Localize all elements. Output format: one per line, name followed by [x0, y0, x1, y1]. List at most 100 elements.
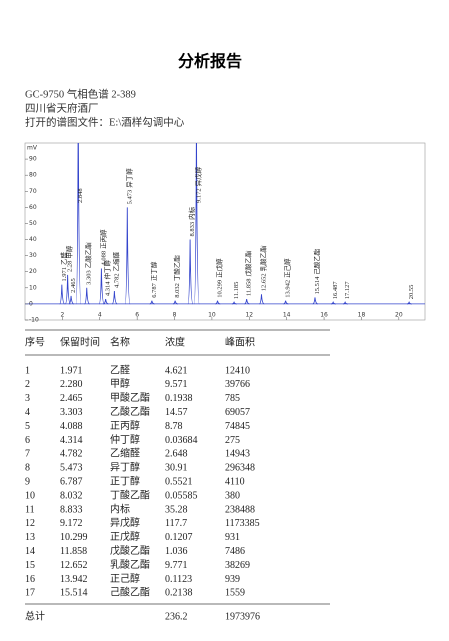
- peak-name: 甲醇: [65, 245, 74, 259]
- table-cell: 甲酸乙酯: [110, 391, 150, 404]
- peak-name: 正丁醇: [149, 261, 158, 281]
- peak-label: 17.127: [345, 281, 352, 300]
- table-cell: 0.1123: [165, 574, 192, 585]
- peak-name: 乙酸乙酯: [84, 242, 93, 269]
- peak: [342, 301, 348, 305]
- y-axis-label: mV: [27, 145, 38, 152]
- table-cell: 13.942: [60, 574, 88, 585]
- x-tick-label: 16: [320, 312, 328, 319]
- x-tick-label: 4: [98, 312, 102, 319]
- table-cell: 38269: [225, 560, 250, 571]
- table-cell: 17: [25, 588, 35, 599]
- peak: [124, 207, 131, 305]
- table-cell: 117.7: [165, 518, 187, 529]
- peak-time: 1.971: [61, 267, 68, 282]
- peak: [231, 301, 237, 305]
- y-tick-label: 20: [29, 268, 37, 275]
- peak-time: 11.185: [234, 282, 241, 300]
- table-total-cell: 236.2: [165, 611, 188, 622]
- peak-label: 11.185: [234, 282, 241, 300]
- peak-label: 2.848: [78, 188, 85, 203]
- table-cell: 3: [25, 393, 30, 404]
- table-cell: 己酸乙酯: [110, 586, 150, 599]
- x-tick-label: 8: [173, 312, 177, 319]
- table-cell: 12: [25, 518, 35, 529]
- peak: [84, 287, 90, 305]
- peak-time: 2.465: [71, 278, 78, 293]
- peak-time: 4.088: [101, 251, 108, 266]
- peak-label: 4.782 乙缩醛: [112, 251, 121, 288]
- y-tick-label: 90: [29, 156, 37, 163]
- peak-time: 6.787: [151, 282, 158, 297]
- peak: [259, 294, 265, 305]
- peak-name: 内标: [188, 206, 197, 220]
- table-cell: 9.571: [165, 379, 188, 390]
- y-tick-label: 0: [29, 300, 33, 307]
- table-cell: 1173385: [225, 518, 260, 529]
- peak-time: 17.127: [345, 281, 352, 300]
- x-tick-label: 14: [283, 312, 291, 319]
- peak-name: 戊酸乙酯: [244, 250, 253, 277]
- peak-label: 13.942 正己醇: [283, 258, 292, 298]
- peak-name: 丁酸乙酯: [173, 255, 182, 282]
- table-cell: 正丁醇: [110, 474, 140, 487]
- peak-time: 2.28: [67, 261, 74, 272]
- table-cell: 9.771: [165, 560, 188, 571]
- table-cell: 7: [25, 449, 30, 460]
- peak-label: 11.858戊酸乙酯: [244, 250, 253, 296]
- y-tick-label: 80: [29, 172, 37, 179]
- peak-name: 异戊醇: [194, 166, 203, 186]
- table-cell: 931: [225, 532, 240, 543]
- table-cell: 10: [25, 490, 35, 501]
- peak-time: 8.833: [190, 222, 197, 237]
- peak-label: 4.088 正丙醇: [99, 229, 108, 266]
- table-cell: 6.787: [60, 476, 83, 487]
- table-cell: 0.2138: [165, 588, 193, 599]
- table-cell: 12410: [225, 365, 250, 376]
- table-cell: 内标: [110, 502, 130, 515]
- plot-area: [25, 143, 425, 305]
- peak-name: 己酸乙酯: [312, 248, 321, 275]
- table-cell: 乳酸乙酯: [110, 558, 150, 571]
- peak-label: 10.299 正戊醇: [215, 258, 224, 298]
- table-cell: 39766: [225, 379, 250, 390]
- header-line: GC-9750 气相色谱 2-389: [25, 87, 136, 100]
- peak-name: 乙醛: [59, 251, 68, 265]
- peak-name: 正戊醇: [215, 258, 224, 278]
- table-cell: 仲丁醇: [110, 433, 140, 446]
- table-cell: 4: [25, 407, 30, 418]
- peak-name: 乙缩醛: [112, 251, 121, 271]
- table-cell: 69057: [225, 407, 250, 418]
- table-cell: 乙酸乙酯: [110, 405, 150, 418]
- y-tick-label: 30: [29, 252, 37, 259]
- table-cell: 8: [25, 463, 30, 474]
- peak-time: 4.314: [105, 281, 112, 296]
- peak-label: 20.55: [409, 285, 416, 300]
- table-header-cell: 序号: [25, 335, 45, 348]
- table-cell: 4.621: [165, 365, 188, 376]
- table-cell: 15: [25, 560, 35, 571]
- peak-label: 6.787正丁醇: [149, 261, 158, 298]
- peak: [98, 268, 105, 305]
- peak: [406, 301, 412, 305]
- table-cell: 35.28: [165, 504, 188, 515]
- report-title: 分析报告: [178, 52, 242, 71]
- peak-name: 异丁醇: [125, 168, 134, 188]
- table-cell: 13: [25, 532, 35, 543]
- peak-name: 正丙醇: [99, 229, 108, 249]
- table-cell: 异戊醇: [110, 516, 140, 529]
- peak-label: 12.652乳酸乙酯: [259, 245, 268, 291]
- table-cell: 2.280: [60, 379, 83, 390]
- x-tick-label: 6: [135, 312, 139, 319]
- peak-label: 2.465: [71, 278, 78, 293]
- y-tick-label: 70: [29, 188, 37, 195]
- table-cell: 5.473: [60, 463, 83, 474]
- table-cell: 丁酸乙酯: [110, 488, 150, 501]
- peak-label: 8.032丁酸乙酯: [173, 255, 182, 298]
- peak-label: 8.833 内标: [188, 206, 197, 236]
- peak: [75, 143, 82, 305]
- y-tick-label: 10: [29, 284, 37, 291]
- y-tick-label: 60: [29, 204, 37, 211]
- table-cell: 275: [225, 435, 240, 446]
